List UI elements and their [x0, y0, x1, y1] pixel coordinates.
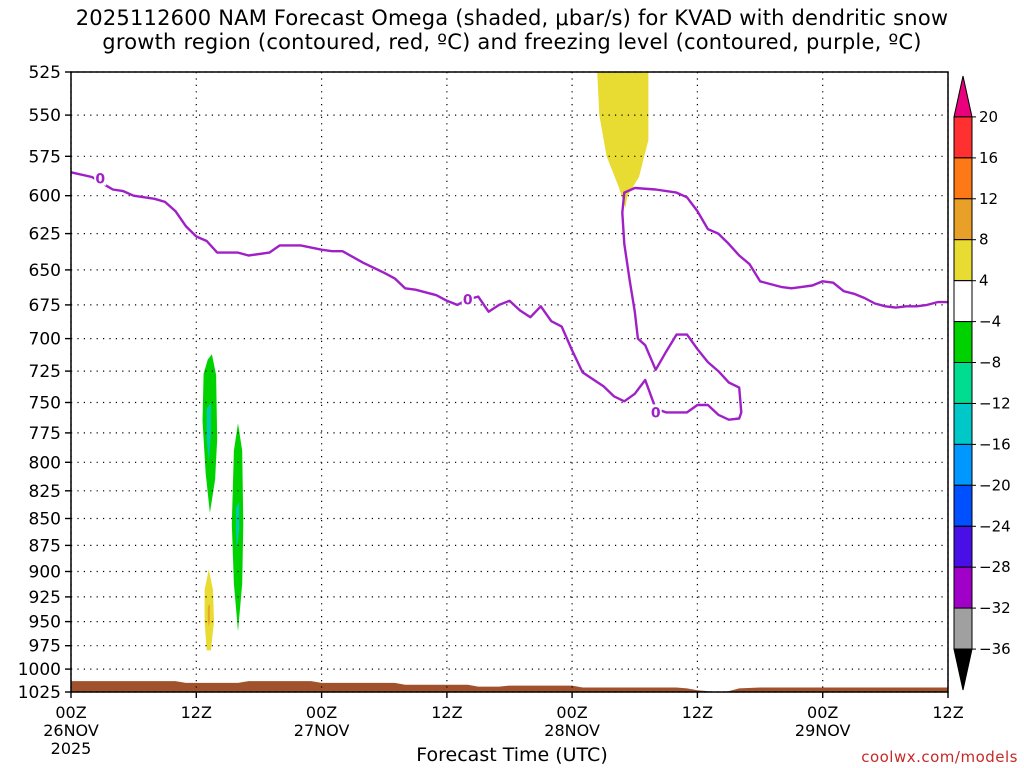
chart-title-line-2: growth region (contoured, red, ºC) and f… [102, 30, 922, 54]
freezing-level-layer: 0 0 0 [70, 170, 948, 421]
x-tick-label-84: 12Z [932, 703, 963, 722]
colorbar-label-5: −4 [979, 313, 1001, 331]
colorbar-label-9: −20 [979, 476, 1011, 494]
x-axis-title: Forecast Time (UTC) [416, 744, 608, 766]
colorbar-label-8: −16 [979, 435, 1011, 453]
chart-title: 2025112600 NAM Forecast Omega (shaded, μ… [0, 6, 1024, 54]
freezing-level-label-1: 0 [463, 292, 473, 308]
colorbar-label-10: −24 [979, 517, 1011, 535]
x-tick-date-0: 26NOV [43, 721, 99, 740]
x-tick-label-72: 00Z [807, 703, 838, 722]
freezing-level-label-bg-2 [649, 404, 662, 420]
omega-region-0 [597, 72, 649, 208]
omega-core-2 [207, 603, 210, 627]
watermark: coolwx.com/models [861, 748, 1018, 766]
y-tick-label-700: 700 [29, 330, 61, 350]
y-tick-label-550: 550 [29, 106, 61, 126]
colorbar-swatch-1 [953, 116, 973, 159]
colorbar-swatch-5 [953, 280, 973, 323]
x-tick-label-48: 00Z [556, 703, 587, 722]
y-tick-label-725: 725 [29, 362, 61, 382]
grid-layer [70, 71, 949, 693]
y-tick-label-650: 650 [29, 261, 61, 281]
colorbar-swatch-14 [953, 648, 973, 691]
colorbar-swatch-10 [953, 484, 973, 527]
x-tick-label-12: 12Z [181, 703, 212, 722]
y-tick-label-825: 825 [29, 482, 61, 502]
colorbar-swatch-2 [953, 157, 973, 200]
y-tick-label-775: 775 [29, 424, 61, 444]
y-tick-label-525: 525 [29, 63, 61, 83]
y-tick-label-850: 850 [29, 510, 61, 530]
x-tick-date-24: 27NOV [294, 721, 350, 740]
colorbar-swatch-13 [953, 607, 973, 650]
terrain-layer [71, 681, 948, 692]
x-tick-label-0: 00Z [55, 703, 86, 722]
x-tick-label-24: 00Z [306, 703, 337, 722]
colorbar-swatch-12 [953, 566, 973, 609]
colorbar-label-3: 8 [979, 231, 989, 249]
y-tick-label-575: 575 [29, 147, 61, 167]
colorbar-swatch-4 [953, 239, 973, 282]
colorbar-swatch-11 [953, 525, 973, 568]
y-tick-label-900: 900 [29, 563, 61, 583]
terrain-fill [71, 681, 948, 692]
colorbar: 20 16 12 8 4 −4 −8 −12 −16 −20 −24 −28 −32 −36 [953, 75, 1011, 691]
y-tick-label-1000: 1000 [18, 660, 61, 680]
colorbar-label-7: −12 [979, 395, 1011, 413]
omega-shading-layer [202, 72, 649, 651]
freezing-level-label-bg-1 [461, 291, 474, 307]
colorbar-label-0: 20 [979, 108, 998, 126]
axis-layer: 525 550 575 600 625 650 675 700 725 750 775 800 825 8… [18, 63, 964, 758]
colorbar-swatch-6 [953, 321, 973, 364]
freezing-level-label-0: 0 [95, 172, 105, 188]
colorbar-swatch-7 [953, 362, 973, 404]
x-tick-date-72: 29NOV [795, 721, 851, 740]
colorbar-swatch-3 [953, 198, 973, 241]
y-tick-label-800: 800 [29, 453, 61, 473]
chart-title-line-1: 2025112600 NAM Forecast Omega (shaded, μ… [75, 6, 949, 30]
colorbar-label-11: −28 [979, 558, 1011, 576]
x-tick-year-0: 2025 [51, 739, 92, 758]
colorbar-label-1: 16 [979, 149, 998, 167]
colorbar-label-4: 4 [979, 272, 989, 290]
y-tick-label-925: 925 [29, 588, 61, 608]
colorbar-swatch-8 [953, 403, 973, 445]
plot-frame [70, 71, 949, 693]
colorbar-swatch-0 [953, 75, 973, 118]
y-tick-label-600: 600 [29, 187, 61, 207]
y-tick-label-750: 750 [29, 394, 61, 414]
colorbar-label-6: −8 [979, 354, 1001, 372]
colorbar-swatch-9 [953, 443, 973, 486]
freezing-level-label-bg-0 [94, 170, 107, 186]
y-tick-label-1025: 1025 [18, 683, 61, 703]
colorbar-label-12: −32 [979, 599, 1011, 617]
colorbar-label-13: −36 [979, 640, 1011, 658]
x-tick-date-48: 28NOV [544, 721, 600, 740]
y-tick-label-950: 950 [29, 613, 61, 633]
omega-core-0 [206, 402, 211, 463]
freezing-level-label-2: 0 [651, 405, 661, 421]
y-tick-label-675: 675 [29, 296, 61, 316]
y-tick-label-625: 625 [29, 225, 61, 245]
x-tick-label-60: 12Z [682, 703, 713, 722]
freezing-level-line [70, 171, 948, 421]
y-tick-label-875: 875 [29, 536, 61, 556]
omega-core-1 [236, 502, 240, 551]
colorbar-label-2: 12 [979, 190, 998, 208]
x-tick-label-36: 12Z [431, 703, 462, 722]
y-tick-label-975: 975 [29, 637, 61, 657]
